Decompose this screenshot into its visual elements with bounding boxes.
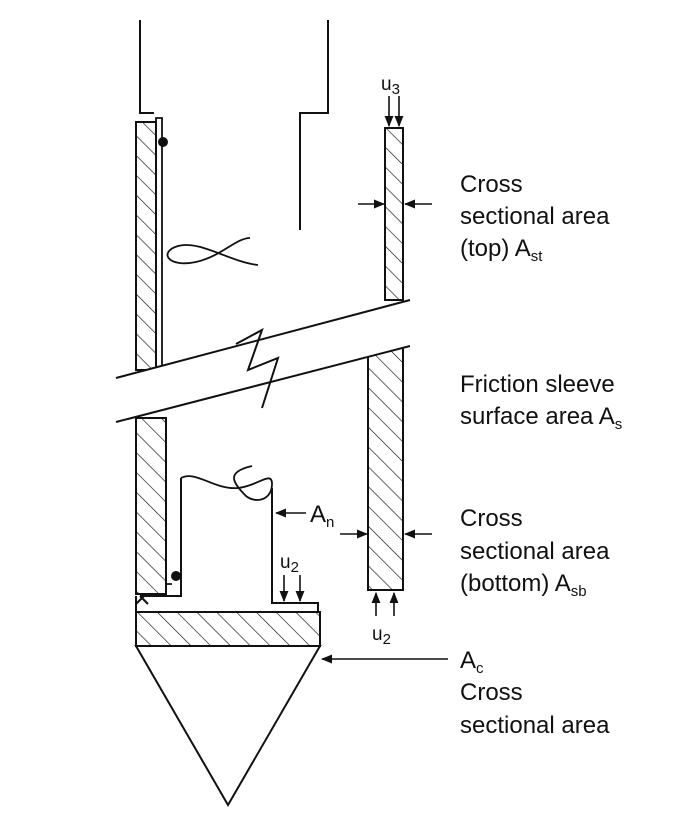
seal-bottom: [171, 571, 181, 581]
label-cone-area-line1: Cross: [460, 679, 523, 706]
label-sleeve-line2: surface area As: [460, 403, 622, 433]
label-sleeve-line1: Friction sleeve: [460, 371, 615, 398]
sleeve-right-upper: [384, 127, 404, 301]
label-an: An: [310, 501, 334, 531]
seal-top: [158, 137, 168, 147]
inner-rod: [140, 478, 319, 612]
cone-tip: [134, 645, 322, 807]
label-u2-inner: u2: [280, 552, 299, 576]
label-top-area-line3: (top) Ast: [460, 235, 543, 265]
label-ac: Ac: [460, 647, 484, 677]
push-rod: [139, 20, 329, 230]
sleeve-wall-left-lower: [135, 417, 167, 595]
label-u2-outer: u2: [372, 624, 391, 648]
label-cone-area-line2: sectional area: [460, 712, 610, 739]
label-bottom-area-line2: sectional area: [460, 538, 610, 565]
label-u3: u3: [381, 74, 400, 98]
lower-cable-loop: [180, 465, 273, 501]
label-top-area-line1: Cross: [460, 171, 523, 198]
upper-cable-loop: [166, 237, 259, 266]
sleeve-right-lower: [367, 339, 404, 591]
sleeve-wall-left-upper: [135, 121, 157, 371]
label-bottom-area-line1: Cross: [460, 505, 523, 532]
label-top-area-line2: sectional area: [460, 203, 610, 230]
labels: u3 Cross sectional area (top) Ast Fricti…: [280, 74, 622, 739]
cone-base-plate: [135, 611, 321, 647]
break-band: [115, 299, 411, 423]
label-bottom-area-line3: (bottom) Asb: [460, 570, 587, 600]
